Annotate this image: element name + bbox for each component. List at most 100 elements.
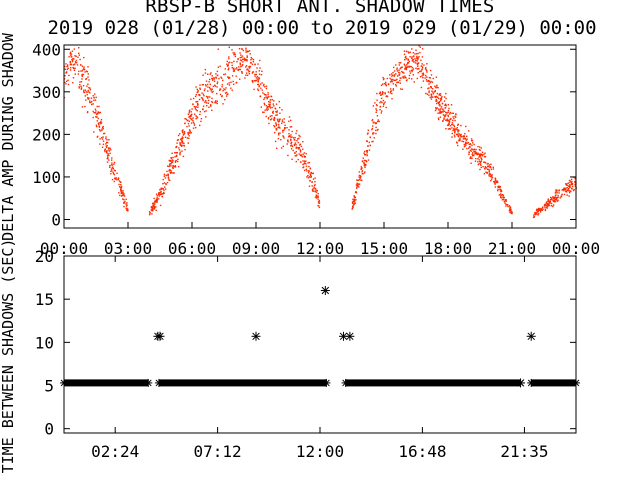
top-data-point (298, 134, 300, 137)
top-data-point (216, 86, 218, 88)
top-data-point (476, 153, 479, 156)
top-data-point (399, 72, 401, 74)
top-data-point (397, 75, 399, 77)
top-data-point (436, 107, 438, 109)
top-data-point (360, 166, 362, 168)
top-data-point (183, 132, 186, 135)
top-data-point (426, 63, 428, 65)
top-data-point (508, 210, 511, 212)
top-data-point (260, 74, 263, 76)
top-data-point (106, 141, 108, 144)
top-data-point (508, 205, 511, 207)
top-data-point (442, 108, 444, 110)
top-data-point (422, 72, 424, 74)
top-data-point (318, 206, 321, 209)
top-data-point (460, 124, 462, 127)
top-data-point (366, 133, 369, 135)
top-data-point (307, 172, 310, 174)
top-data-point (155, 201, 158, 203)
top-data-point (205, 102, 208, 104)
top-data-point (411, 57, 413, 59)
top-data-point (216, 82, 218, 85)
top-data-point (437, 117, 440, 119)
top-data-point (460, 135, 462, 137)
top-data-point (402, 76, 404, 79)
top-data-point (384, 92, 386, 94)
top-data-point (269, 106, 271, 108)
top-data-point (65, 63, 67, 65)
top-data-point (93, 112, 95, 114)
top-data-point (421, 73, 424, 75)
top-data-point (151, 208, 153, 210)
top-data-point (100, 120, 102, 123)
top-data-point (440, 98, 442, 100)
top-data-point (208, 86, 211, 89)
top-data-point (165, 174, 167, 177)
top-data-point (287, 154, 289, 157)
top-data-point (496, 180, 498, 182)
top-data-point (126, 202, 128, 204)
top-data-point (228, 77, 230, 79)
top-data-point (87, 98, 89, 100)
top-data-point (465, 144, 467, 146)
top-data-point (390, 73, 393, 75)
top-data-point (275, 114, 277, 116)
top-data-point (94, 99, 97, 101)
top-data-point (199, 87, 201, 89)
top-data-point (411, 66, 414, 69)
top-data-point (487, 162, 489, 165)
top-data-point (156, 195, 158, 197)
top-data-point (153, 205, 155, 208)
top-data-point (544, 208, 547, 211)
top-data-point (267, 106, 269, 108)
top-data-point (195, 86, 197, 88)
top-data-point (269, 101, 271, 103)
top-data-point (261, 89, 263, 91)
top-data-point (254, 63, 256, 65)
top-data-point (477, 161, 479, 163)
top-data-point (439, 98, 442, 100)
top-data-point (313, 186, 315, 188)
top-data-point (296, 154, 298, 156)
top-data-point (430, 80, 432, 83)
top-data-point (122, 194, 124, 197)
top-data-point (293, 137, 295, 139)
top-data-point (409, 65, 411, 68)
top-data-point (248, 71, 250, 73)
top-data-point (169, 163, 171, 165)
top-data-point (542, 206, 544, 209)
top-data-point (228, 62, 230, 64)
top-data-point (457, 123, 459, 125)
top-data-point (107, 157, 109, 159)
top-data-point (117, 178, 120, 181)
top-data-point (98, 129, 101, 131)
top-data-point (401, 70, 403, 73)
top-data-point (195, 115, 197, 117)
top-data-point (538, 209, 541, 211)
top-data-point (399, 77, 401, 79)
top-data-point (89, 87, 91, 89)
top-data-point (553, 200, 556, 203)
top-data-point (295, 143, 297, 146)
top-data-point (389, 81, 392, 83)
top-data-point (259, 83, 262, 85)
top-x-tick-label: 03:00 (104, 239, 152, 258)
top-data-point (105, 136, 107, 138)
top-data-point (87, 89, 89, 92)
top-data-point (193, 124, 196, 126)
top-data-point (279, 127, 281, 129)
top-data-point (308, 170, 310, 172)
top-data-point (448, 128, 451, 130)
top-data-point (203, 110, 206, 113)
top-data-point (540, 208, 542, 210)
top-data-point (202, 93, 205, 95)
top-data-point (363, 152, 365, 154)
top-data-point (463, 143, 465, 146)
top-data-point (474, 152, 477, 155)
top-data-point (271, 99, 274, 101)
top-data-point (195, 101, 197, 103)
top-data-point (468, 130, 470, 132)
top-data-point (489, 166, 491, 168)
top-data-point (406, 79, 408, 81)
